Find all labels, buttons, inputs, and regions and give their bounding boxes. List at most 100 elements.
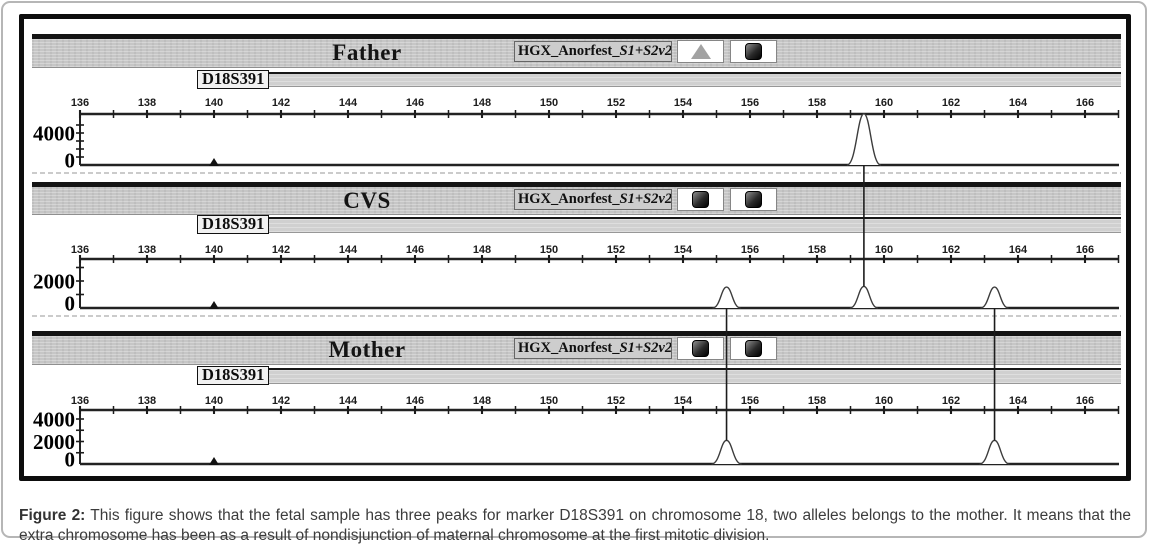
sample-file-label: HGX_Anorfest_S1+S2v2 xyxy=(514,41,672,62)
x-axis-tick-label: 152 xyxy=(607,395,625,407)
x-axis-tick-label: 136 xyxy=(71,244,89,256)
marker-bar xyxy=(197,72,1121,87)
x-axis-tick-label: 154 xyxy=(674,97,693,109)
allele-peak xyxy=(711,439,742,465)
panel-title-cvs: CVS xyxy=(343,188,391,213)
figure-caption: Figure 2: This figure shows that the fet… xyxy=(19,506,1131,547)
x-axis-tick-label: 144 xyxy=(339,244,358,256)
panel-square-icon xyxy=(745,191,762,208)
x-axis-tick-label: 152 xyxy=(607,244,625,256)
x-axis-tick-label: 136 xyxy=(71,97,89,109)
panel-title-bar-mother: Mother HGX_Anorfest_S1+S2v2 xyxy=(32,336,1121,365)
x-axis-tick-label: 146 xyxy=(406,97,424,109)
sample-file-prefix: HGX_Anorfest_ xyxy=(518,340,620,356)
electropherogram-frame: Father HGX_Anorfest_S1+S2v2 D18S391 CVS … xyxy=(19,14,1131,481)
x-axis-tick-label: 148 xyxy=(473,97,491,109)
panel-button[interactable] xyxy=(677,188,724,211)
x-axis-tick-label: 164 xyxy=(1009,395,1028,407)
x-axis-tick-label: 154 xyxy=(674,244,693,256)
x-axis-tick-label: 148 xyxy=(473,395,491,407)
size-standard-marker xyxy=(209,457,219,465)
electropherogram-layer: 136 138 140 142 144 146 148 150 152 154 156 158 160 1… xyxy=(32,97,1121,472)
panel-square-icon xyxy=(745,43,762,60)
x-axis-tick-label: 140 xyxy=(205,244,223,256)
marker-label-cvs: D18S391 xyxy=(197,215,270,234)
x-axis-tick-label: 156 xyxy=(741,244,759,256)
x-axis-tick-label: 144 xyxy=(339,395,358,407)
x-axis-tick-label: 158 xyxy=(808,244,826,256)
figure-caption-text: This figure shows that the fetal sample … xyxy=(19,506,1131,545)
x-axis-tick-label: 162 xyxy=(942,244,960,256)
x-axis-tick-label: 138 xyxy=(138,395,156,407)
size-standard-marker xyxy=(209,158,219,166)
y-axis-label: 2000 xyxy=(33,430,75,454)
x-axis-tick-label: 164 xyxy=(1009,244,1028,256)
x-axis-tick-label: 162 xyxy=(942,395,960,407)
sample-file-label: HGX_Anorfest_S1+S2v2 xyxy=(514,338,672,359)
x-axis-tick-label: 146 xyxy=(406,395,424,407)
allele-peak xyxy=(849,285,879,309)
panel-title-mother: Mother xyxy=(328,337,406,362)
x-axis-tick-label: 142 xyxy=(272,244,290,256)
x-axis-tick-label: 140 xyxy=(205,395,223,407)
x-axis-tick-label: 164 xyxy=(1009,97,1028,109)
x-axis-tick-label: 160 xyxy=(875,97,893,109)
x-axis-tick-label: 150 xyxy=(540,97,558,109)
x-axis-tick-label: 148 xyxy=(473,244,491,256)
x-axis-tick-label: 154 xyxy=(674,395,693,407)
x-axis-tick-label: 158 xyxy=(808,97,826,109)
sample-file-label: HGX_Anorfest_S1+S2v2 xyxy=(514,189,672,210)
sample-file-prefix: HGX_Anorfest_ xyxy=(518,191,620,207)
frame-inner: Father HGX_Anorfest_S1+S2v2 D18S391 CVS … xyxy=(24,19,1126,476)
y-axis-label: 4000 xyxy=(33,408,75,432)
x-axis-tick-label: 166 xyxy=(1076,97,1094,109)
allele-peak xyxy=(979,439,1010,465)
panel-button[interactable] xyxy=(677,337,724,360)
marker-label-father: D18S391 xyxy=(197,70,270,89)
y-axis-label: 0 xyxy=(65,149,76,173)
x-axis-tick-label: 142 xyxy=(272,395,290,407)
figure-caption-label: Figure 2: xyxy=(19,506,86,524)
x-axis-tick-label: 146 xyxy=(406,244,424,256)
allele-peak xyxy=(980,286,1009,309)
y-axis-label: 0 xyxy=(65,292,76,316)
allele-peak xyxy=(846,113,882,166)
x-axis-tick-label: 166 xyxy=(1076,244,1094,256)
dye-button[interactable] xyxy=(677,40,724,63)
panel-square-icon xyxy=(692,340,709,357)
x-axis-tick-label: 150 xyxy=(540,244,558,256)
panel-title-father: Father xyxy=(332,40,402,65)
marker-label-mother: D18S391 xyxy=(197,366,270,385)
panel-button[interactable] xyxy=(730,188,777,211)
panel-title-bar-father: Father HGX_Anorfest_S1+S2v2 xyxy=(32,39,1121,68)
panel-top-strip xyxy=(32,34,1121,39)
x-axis-tick-label: 138 xyxy=(138,97,156,109)
x-axis-tick-label: 156 xyxy=(741,97,759,109)
sample-file-suffix: S1+S2v2 xyxy=(619,340,672,356)
x-axis-tick-label: 136 xyxy=(71,395,89,407)
panel-square-icon xyxy=(692,191,709,208)
panel-square-icon xyxy=(745,340,762,357)
panel-button[interactable] xyxy=(730,40,777,63)
sample-file-suffix: S1+S2v2 xyxy=(619,43,672,59)
y-axis-label: 2000 xyxy=(33,270,75,294)
sample-file-prefix: HGX_Anorfest_ xyxy=(518,43,620,59)
x-axis-tick-label: 162 xyxy=(942,97,960,109)
y-axis-label: 0 xyxy=(65,448,76,472)
x-axis-tick-label: 152 xyxy=(607,97,625,109)
x-axis-tick-label: 142 xyxy=(272,97,290,109)
y-axis-label: 4000 xyxy=(33,122,75,146)
panel-button[interactable] xyxy=(730,337,777,360)
x-axis-tick-label: 160 xyxy=(875,395,893,407)
x-axis-tick-label: 144 xyxy=(339,97,358,109)
panel-title-bar-cvs: CVS HGX_Anorfest_S1+S2v2 xyxy=(32,187,1121,215)
size-standard-marker xyxy=(209,301,219,309)
x-axis-tick-label: 138 xyxy=(138,244,156,256)
x-axis-tick-label: 160 xyxy=(875,244,893,256)
x-axis-tick-label: 158 xyxy=(808,395,826,407)
x-axis-tick-label: 140 xyxy=(205,97,223,109)
panel-top-strip xyxy=(32,182,1121,187)
x-axis-tick-label: 166 xyxy=(1076,395,1094,407)
allele-peak xyxy=(712,286,741,309)
